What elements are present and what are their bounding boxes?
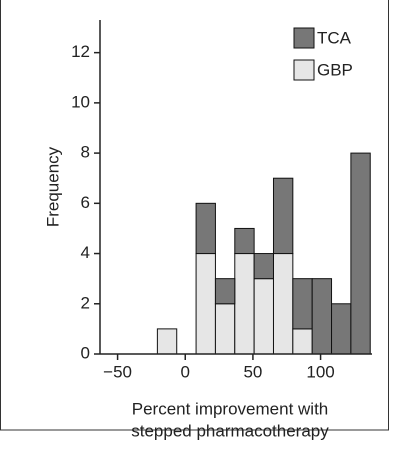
bar	[214, 303, 236, 355]
y-tick-label: 12	[71, 42, 90, 61]
bar	[292, 278, 313, 330]
legend-label: TCA	[317, 28, 352, 47]
bar	[253, 253, 274, 280]
y-tick-label: 4	[81, 243, 90, 262]
y-tick-label: 8	[81, 143, 90, 162]
bar	[195, 202, 216, 255]
bar	[272, 177, 294, 255]
bar	[311, 278, 333, 355]
x-axis-label: Percent improvement with	[132, 399, 329, 418]
frame	[0, 0, 389, 431]
bar	[234, 253, 255, 355]
bar	[195, 253, 216, 355]
x-tick-label: 50	[243, 362, 262, 381]
bar	[350, 152, 371, 355]
bar	[272, 253, 294, 355]
legend-label: GBP	[317, 60, 353, 79]
x-tick-label: 0	[181, 362, 190, 381]
x-axis-label: stepped pharmacotherapy	[131, 421, 329, 440]
bar	[214, 278, 236, 305]
bar	[253, 278, 274, 355]
y-tick-label: 10	[71, 92, 90, 111]
legend-swatch	[293, 27, 315, 49]
x-tick-label: 100	[306, 362, 334, 381]
y-tick-label: 2	[81, 293, 90, 312]
bar	[331, 303, 352, 355]
bar	[234, 227, 255, 255]
x-tick-label: −50	[103, 362, 132, 381]
y-tick-label: 6	[81, 193, 90, 212]
bar	[156, 328, 178, 355]
y-tick-label: 0	[81, 343, 90, 362]
legend-swatch	[293, 59, 315, 81]
bar	[292, 328, 313, 355]
y-axis-label: Frequency	[43, 146, 62, 227]
